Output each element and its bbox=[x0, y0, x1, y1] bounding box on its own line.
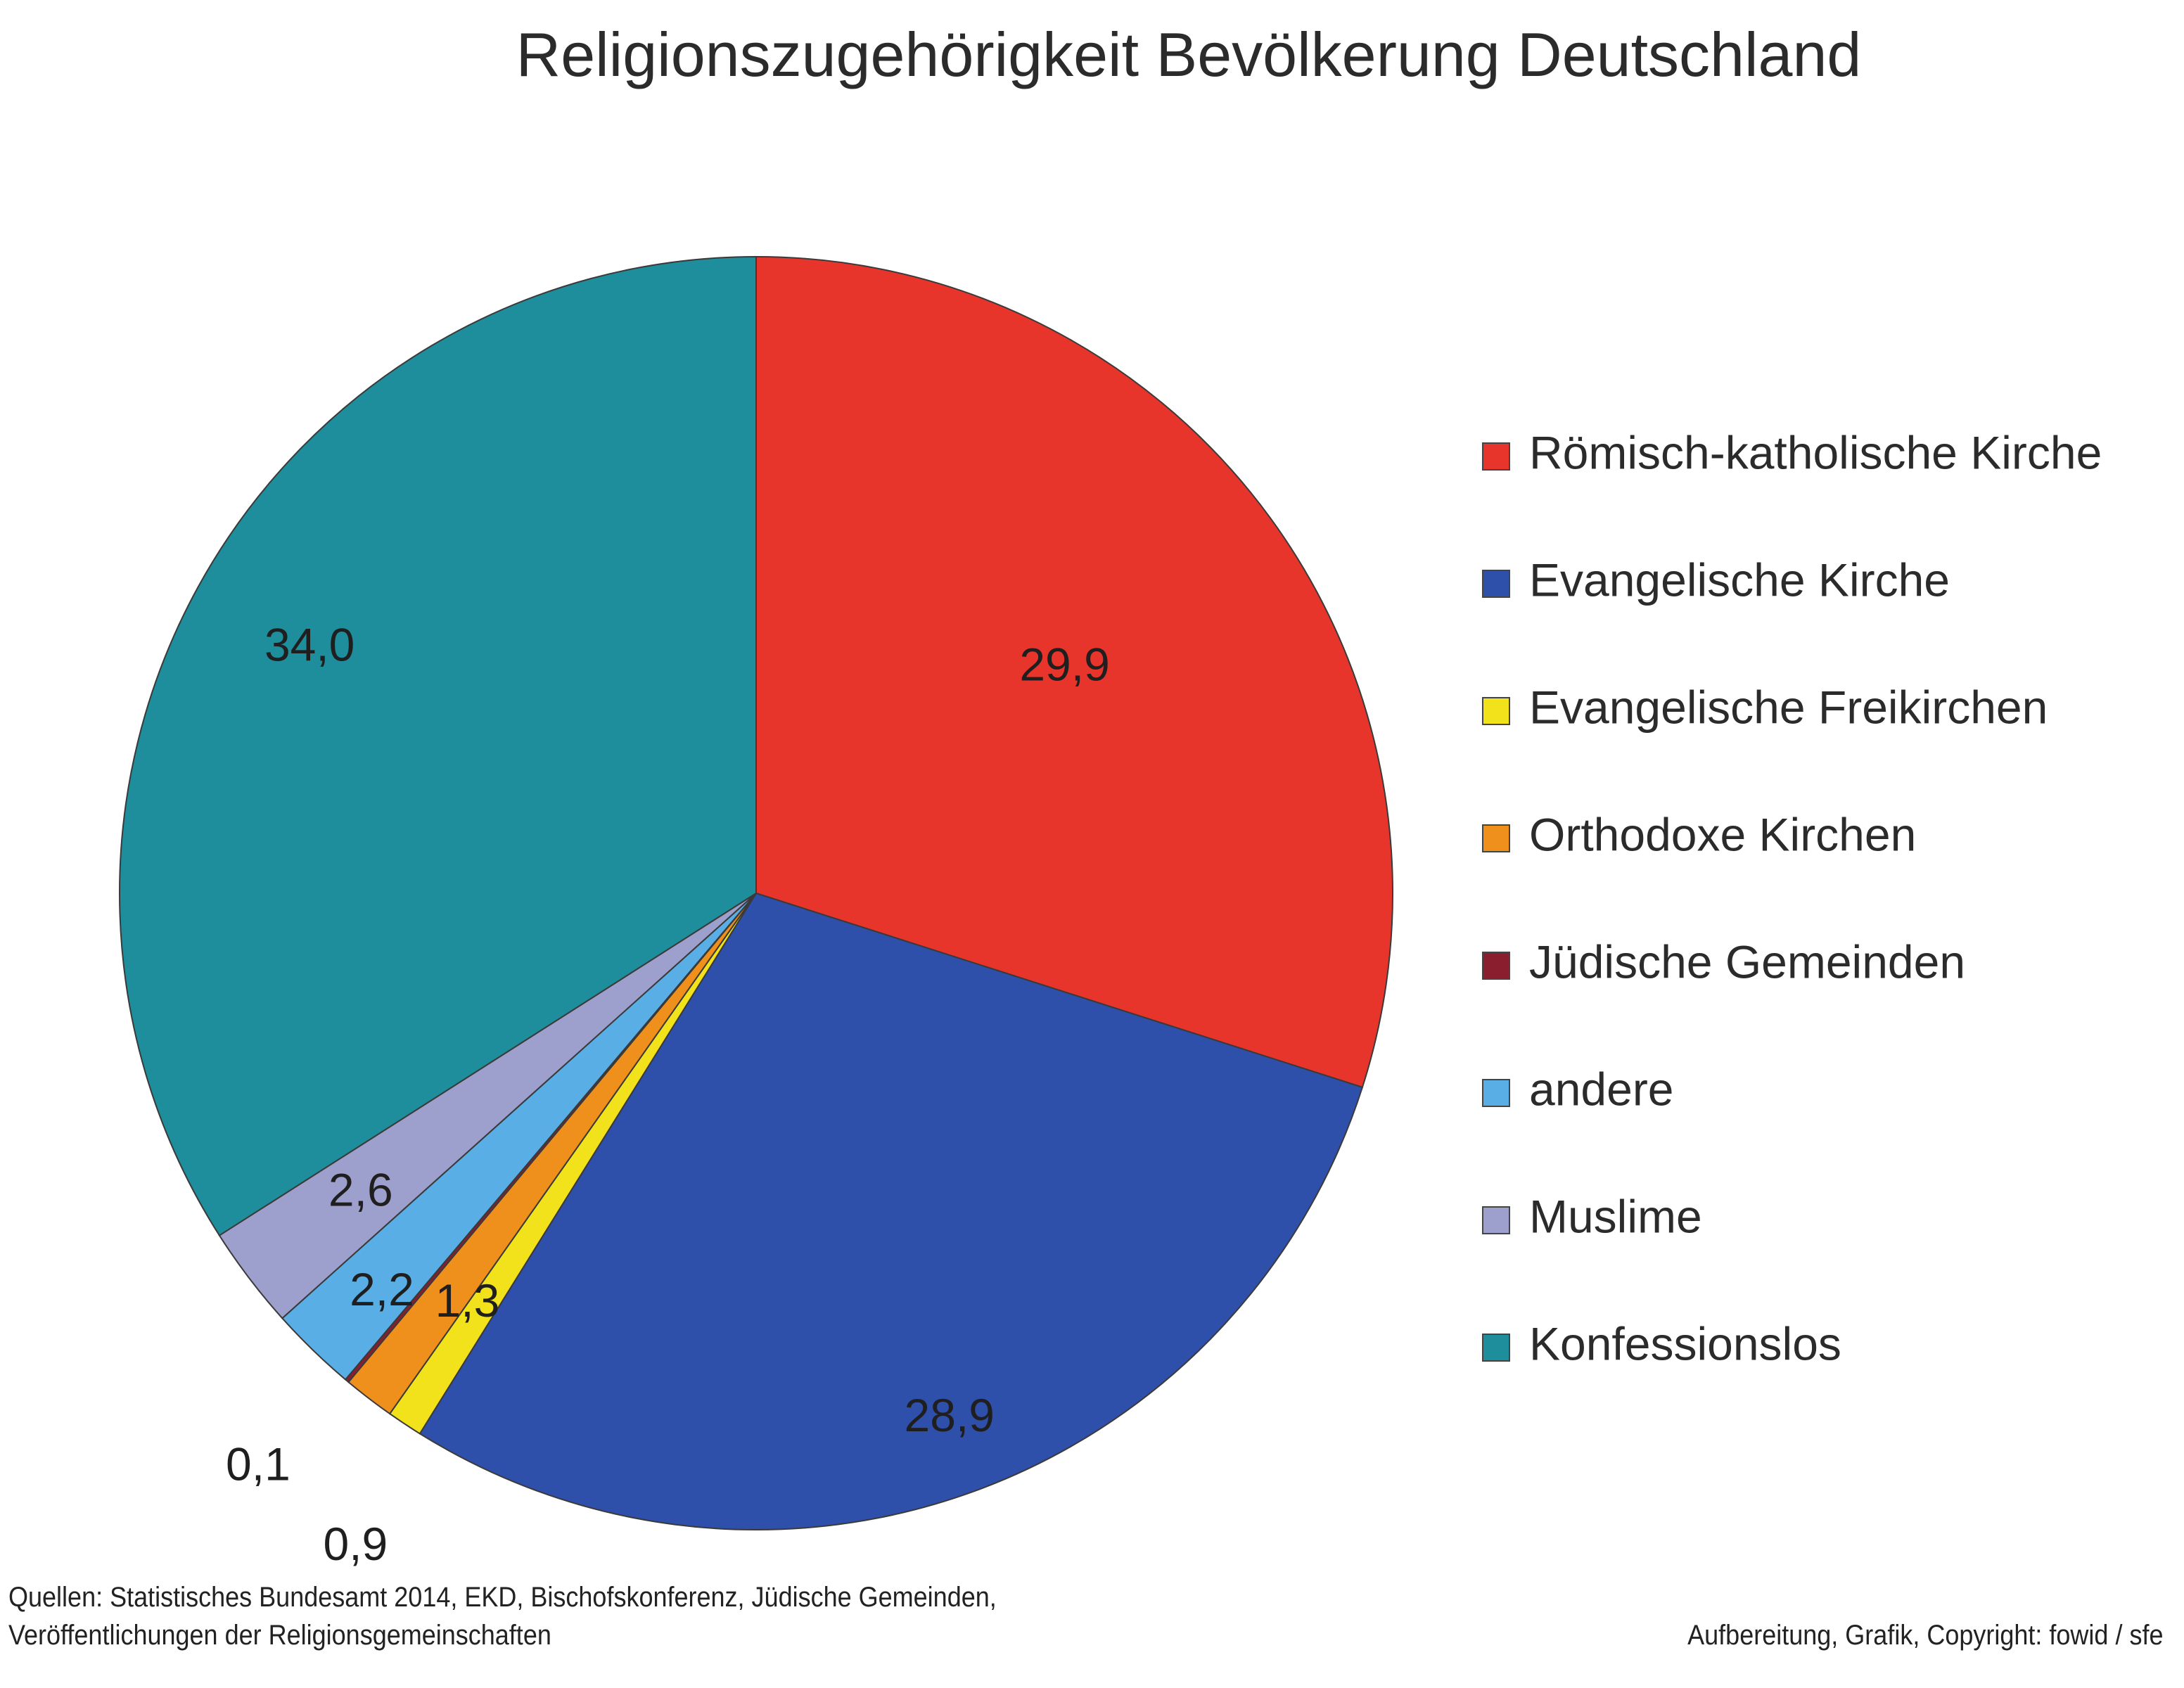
legend-swatch-muslime bbox=[1482, 1206, 1510, 1234]
chart-title: Religionszugehörigkeit Bevölkerung Deuts… bbox=[516, 20, 1862, 89]
data-label-juedische-gemeinden: 0,1 bbox=[226, 1438, 290, 1490]
data-label-orthodoxe-kirchen: 1,3 bbox=[435, 1274, 500, 1326]
footer-sources: Quellen: Statistisches Bundesamt 2014, E… bbox=[8, 1578, 997, 1654]
legend-swatch-andere bbox=[1482, 1079, 1510, 1107]
data-label-evangelische-kirche: 28,9 bbox=[905, 1389, 995, 1441]
data-label-konfessionslos: 34,0 bbox=[264, 618, 355, 670]
legend-swatch-konfessionslos bbox=[1482, 1334, 1510, 1362]
legend-label-evangelische-freikirchen: Evangelische Freikirchen bbox=[1529, 681, 2048, 733]
legend-swatch-juedische-gemeinden bbox=[1482, 952, 1510, 980]
legend-label-muslime: Muslime bbox=[1529, 1190, 1702, 1242]
footer-copyright: Aufbereitung, Grafik, Copyright: fowid /… bbox=[1687, 1620, 2163, 1651]
footer-sources-line-1: Quellen: Statistisches Bundesamt 2014, E… bbox=[8, 1582, 997, 1613]
legend-label-juedische-gemeinden: Jüdische Gemeinden bbox=[1529, 935, 1965, 987]
legend: Römisch-katholische Kirche Evangelische K… bbox=[1482, 426, 2102, 1369]
pie-slice-roemisch-katholische-kirche bbox=[755, 255, 1393, 1089]
pie-slice-konfessionslos bbox=[119, 255, 757, 1236]
pie-slices bbox=[119, 255, 1393, 1530]
data-label-evangelische-freikirchen: 0,9 bbox=[324, 1518, 388, 1570]
legend-swatch-evangelische-freikirchen bbox=[1482, 697, 1510, 725]
data-label-andere: 2,2 bbox=[350, 1263, 414, 1315]
data-label-roemisch-katholische-kirche: 29,9 bbox=[1019, 638, 1109, 690]
legend-label-evangelische-kirche: Evangelische Kirche bbox=[1529, 554, 1950, 606]
data-label-muslime: 2,6 bbox=[328, 1163, 393, 1215]
legend-label-konfessionslos: Konfessionslos bbox=[1529, 1317, 1841, 1369]
legend-swatch-orthodoxe-kirchen bbox=[1482, 824, 1510, 852]
footer-sources-line-2: Veröffentlichungen der Religionsgemeinsc… bbox=[8, 1620, 551, 1651]
legend-swatch-evangelische-kirche bbox=[1482, 570, 1510, 598]
pie-slice-evangelische-kirche bbox=[419, 892, 1364, 1530]
legend-swatch-roemisch-katholische-kirche bbox=[1482, 442, 1510, 471]
legend-label-andere: andere bbox=[1529, 1063, 1674, 1115]
pie-data-labels: 29,9 28,9 0,9 1,3 0,1 2,2 2,6 34,0 bbox=[226, 618, 1110, 1570]
legend-label-orthodoxe-kirchen: Orthodoxe Kirchen bbox=[1529, 808, 1916, 860]
legend-label-roemisch-katholische-kirche: Römisch-katholische Kirche bbox=[1529, 426, 2102, 478]
